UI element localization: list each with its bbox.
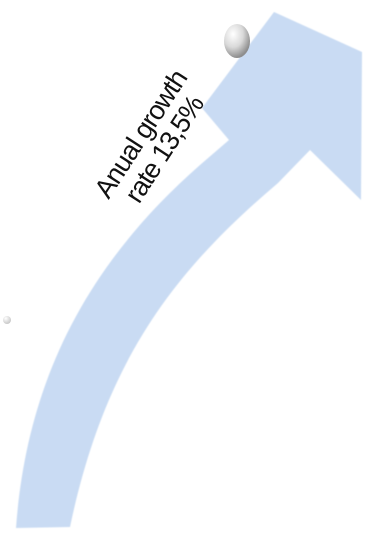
growth-arrow-shape <box>16 12 362 528</box>
decorative-sphere <box>224 24 250 58</box>
decorative-dot <box>3 316 11 324</box>
